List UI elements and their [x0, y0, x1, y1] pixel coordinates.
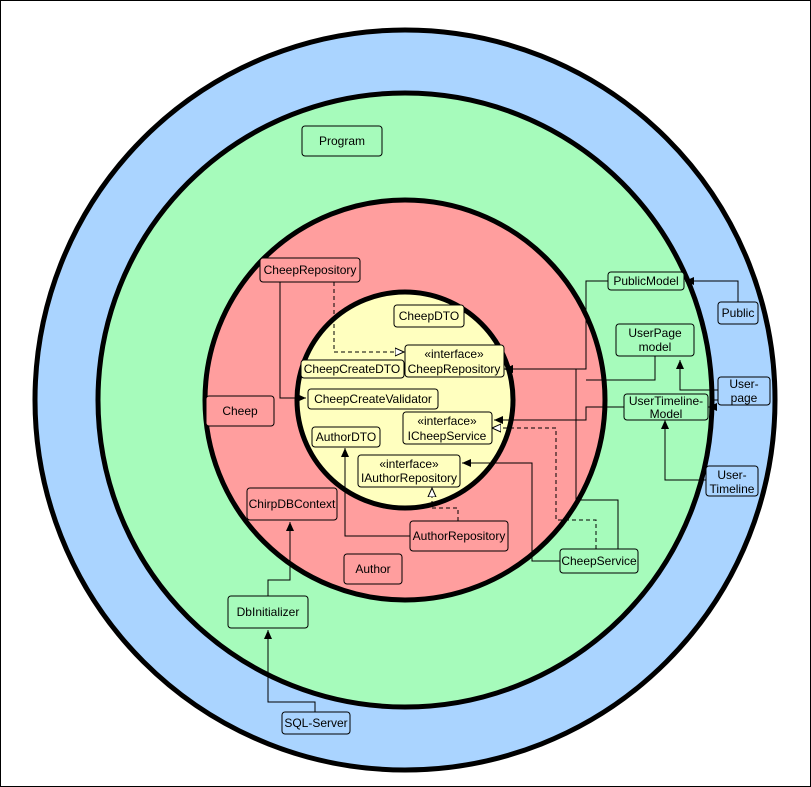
box-public-label: Public: [722, 306, 755, 320]
box-author-repository: AuthorRepository: [409, 520, 509, 552]
box-user-page-model-label-1: UserPage: [628, 326, 682, 340]
box-sql-server-label: SQL-Server: [284, 716, 347, 730]
box-cheep-repository-label: CheepRepository: [264, 263, 357, 277]
box-author: Author: [343, 553, 403, 585]
box-chirp-db-context-label: ChirpDBContext: [249, 497, 336, 511]
box-user-timeline-label-2: Timeline: [710, 482, 755, 496]
box-sql-server: SQL-Server: [281, 711, 351, 735]
box-cheep-create-validator: CheepCreateValidator: [307, 388, 439, 410]
box-author-dto-label: AuthorDTO: [316, 430, 376, 444]
box-db-initializer-label: DbInitializer: [237, 605, 300, 619]
box-cheep: Cheep: [205, 395, 275, 427]
box-public: Public: [717, 301, 759, 325]
connector-authorrepository-authordto: [341, 448, 410, 537]
box-program-label: Program: [319, 134, 365, 148]
box-icheep-service-stereotype: «interface»: [417, 414, 477, 428]
connector-userpage-usertimelinemodel: [708, 399, 718, 411]
box-icheep-repository: «interface» CheepRepository: [404, 344, 505, 378]
box-cheep-dto-label: CheepDTO: [399, 309, 459, 323]
box-cheep-label: Cheep: [222, 404, 258, 418]
box-db-initializer: DbInitializer: [227, 595, 309, 629]
box-icheep-repository-stereotype: «interface»: [424, 347, 484, 361]
connector-cheepservice-icheeprepository: [504, 365, 619, 549]
box-chirp-db-context: ChirpDBContext: [246, 487, 338, 521]
connector-usertimelinemodel-icheepservice: [494, 406, 624, 424]
connector-cheeprepository-validator: [279, 282, 306, 402]
connector-authorrepository-interface: [432, 488, 459, 521]
box-user-page-model: UserPage model: [615, 323, 695, 357]
connectors: [264, 277, 739, 712]
box-cheep-create-dto: CheepCreateDTO: [300, 359, 405, 379]
connector-userpage-userpagemodel: [676, 360, 718, 391]
box-program: Program: [301, 125, 383, 157]
connector-cheeprepository-interface: [333, 282, 404, 352]
box-user-timeline-model-label-2: Model: [650, 407, 683, 421]
box-user-timeline: User- Timeline: [705, 465, 759, 497]
connector-sqlserver-dbinitializer: [264, 630, 316, 712]
connector-cheepservice-interface: [492, 428, 597, 549]
box-author-repository-label: AuthorRepository: [413, 529, 506, 543]
box-author-dto: AuthorDTO: [311, 426, 381, 448]
box-icheep-service-label: ICheepService: [408, 429, 487, 443]
box-user-page-label-2: page: [731, 391, 758, 405]
connector-cheepservice-iauthorrepository: [462, 459, 560, 562]
box-public-model: PublicModel: [607, 271, 685, 291]
box-user-timeline-model-label-1: UserTimeline-: [629, 394, 703, 408]
box-cheep-create-dto-label: CheepCreateDTO: [304, 362, 401, 376]
box-iauthor-repository-stereotype: «interface»: [379, 457, 439, 471]
connector-userpagemodel: [586, 356, 656, 381]
box-author-label: Author: [355, 562, 390, 576]
box-user-page-model-label-2: model: [639, 340, 672, 354]
box-cheep-repository: CheepRepository: [259, 257, 361, 283]
box-cheep-create-validator-label: CheepCreateValidator: [314, 392, 432, 406]
box-iauthor-repository: «interface» IAuthorRepository: [357, 454, 461, 488]
box-icheep-repository-label: CheepRepository: [408, 362, 501, 376]
connector-public-publicmodel: [685, 277, 739, 302]
box-user-timeline-model: UserTimeline- Model: [623, 393, 709, 421]
box-user-timeline-label-1: User-: [717, 468, 746, 482]
box-public-model-label: PublicModel: [613, 274, 678, 288]
box-cheep-service: CheepService: [559, 548, 639, 574]
box-cheep-service-label: CheepService: [561, 554, 637, 568]
box-cheep-dto: CheepDTO: [393, 304, 465, 328]
connector-dbinitializer-context: [267, 522, 294, 596]
box-user-page: User- page: [717, 376, 771, 406]
box-icheep-service: «interface» ICheepService: [402, 411, 493, 445]
box-iauthor-repository-label: IAuthorRepository: [361, 471, 457, 485]
box-user-page-label-1: User-: [729, 377, 758, 391]
connector-usertimeline-usertimelinemodel: [661, 420, 706, 481]
